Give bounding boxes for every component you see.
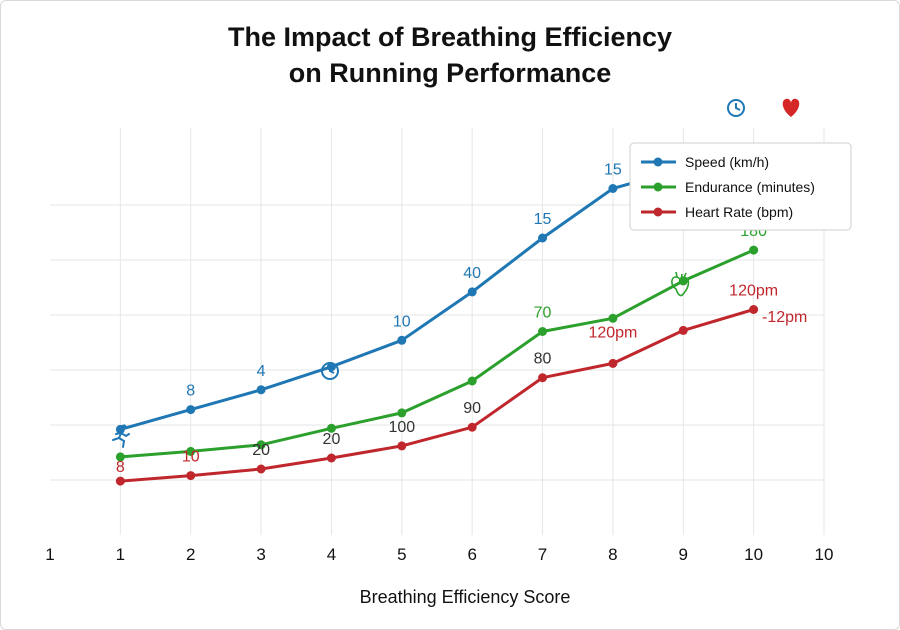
- chart-title-line-1: The Impact of Breathing Efficiency: [227, 22, 673, 52]
- anatomical-heart-icon: [671, 271, 690, 297]
- data-point: [397, 441, 407, 451]
- data-point: [186, 405, 196, 415]
- data-point: [326, 423, 336, 433]
- x-tick-label: 10: [815, 545, 834, 564]
- data-point: [256, 464, 266, 474]
- grid: [50, 128, 825, 535]
- data-point: [467, 287, 477, 297]
- x-tick-label: 10: [744, 545, 763, 564]
- data-point: [608, 184, 618, 193]
- annotation-minus-12pm: -12pm: [762, 309, 807, 326]
- data-label: 20: [252, 442, 270, 459]
- x-tick-label: 1: [116, 545, 125, 564]
- legend-marker-endurance: [653, 182, 663, 192]
- x-axis-label: Breathing Efficiency Score: [360, 587, 571, 607]
- data-label: 100: [388, 419, 415, 436]
- x-tick-label: 7: [538, 545, 547, 564]
- point-labels: 841040151547018081020201009080120pm120pm: [116, 142, 778, 476]
- x-tick-label: 3: [256, 545, 265, 564]
- data-label: 4: [257, 363, 266, 380]
- data-point: [326, 453, 336, 463]
- chart-title-line-2: on Running Performance: [288, 58, 612, 88]
- x-tick-label: 9: [679, 545, 688, 564]
- x-tick-label: 2: [186, 545, 195, 564]
- data-point: [115, 476, 125, 486]
- x-tick-label: 4: [327, 545, 336, 564]
- clock-icon: [321, 362, 339, 380]
- data-point: [538, 233, 548, 243]
- data-label: 8: [116, 459, 125, 476]
- data-label: 120pm: [588, 324, 637, 341]
- data-label: 90: [463, 400, 481, 417]
- data-point: [467, 422, 477, 432]
- data-point: [256, 385, 266, 395]
- data-label: 70: [534, 305, 552, 322]
- data-point: [186, 446, 196, 456]
- data-point: [608, 313, 618, 323]
- data-label: 80: [534, 351, 552, 368]
- legend-box: [629, 142, 852, 231]
- data-point: [397, 335, 407, 345]
- data-label: 120pm: [729, 283, 778, 300]
- heart-icon: [782, 98, 800, 117]
- data-label: 20: [323, 431, 341, 448]
- legend-label-speed: Speed (km/h): [685, 154, 769, 170]
- legend-marker-speed: [653, 157, 663, 167]
- running-person-icon: [112, 424, 130, 448]
- data-point: [186, 471, 196, 481]
- data-label: 8: [186, 383, 195, 400]
- data-point: [397, 408, 407, 418]
- data-point: [608, 358, 618, 368]
- legend-marker-heart-rate: [653, 207, 663, 217]
- data-point: [749, 245, 759, 255]
- data-point: [749, 305, 759, 314]
- x-tick-label: 5: [397, 545, 406, 564]
- data-label: 15: [534, 211, 552, 228]
- x-tick-label: 1: [45, 545, 54, 564]
- series-line: [120, 308, 755, 483]
- data-label: 10: [393, 313, 411, 330]
- data-label: 10: [182, 449, 200, 466]
- legend-label-heart-rate: Heart Rate (bpm): [685, 204, 793, 220]
- data-point: [678, 325, 688, 335]
- data-point: [538, 327, 548, 336]
- data-label: 15: [604, 162, 622, 179]
- data-label: 40: [463, 265, 481, 282]
- x-tick-label: 8: [608, 545, 617, 564]
- legend: Speed (km/h) Endurance (minutes) Heart R…: [629, 142, 852, 231]
- data-point: [538, 373, 548, 383]
- clock-icon: [727, 99, 745, 117]
- data-point: [256, 440, 266, 450]
- data-point: [467, 376, 477, 386]
- x-tick-label: 6: [467, 545, 476, 564]
- legend-label-endurance: Endurance (minutes): [685, 179, 815, 195]
- series-line: [120, 248, 755, 459]
- data-point: [115, 452, 125, 462]
- x-tick-labels: 1 1 2 3 4 5 6 7 8 9 10 10: [45, 545, 833, 564]
